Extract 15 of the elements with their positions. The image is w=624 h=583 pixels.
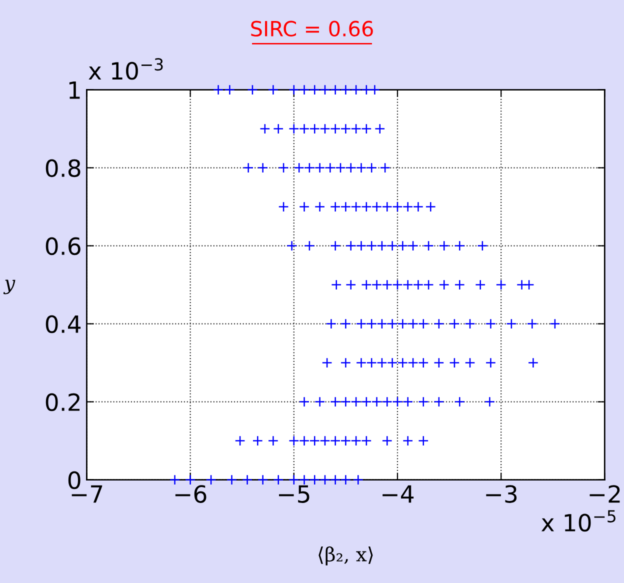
chart-title: SIRC = 0.66: [251, 20, 373, 37]
text: x 10$^{−5}$: [541, 510, 616, 532]
x-tick-label: −5: [279, 485, 310, 503]
x-tick-label: −2: [590, 485, 620, 503]
y-tick-label: 0.8: [46, 159, 80, 178]
y-tick-label: 0.6: [46, 237, 80, 256]
x-tick-label: −4: [382, 485, 414, 503]
y-tick-label: 0.2: [46, 393, 80, 412]
text: x 10$^{−3}$: [88, 58, 163, 80]
y-tick-label: 1: [69, 82, 80, 99]
y-tick-label: 0.4: [46, 315, 81, 334]
x-tick-label: −3: [486, 485, 517, 503]
x-axis-title: ⟨β₂, x⟩: [318, 546, 373, 566]
x-tick-label: −6: [175, 485, 206, 503]
y-axis-title: y: [3, 280, 16, 294]
